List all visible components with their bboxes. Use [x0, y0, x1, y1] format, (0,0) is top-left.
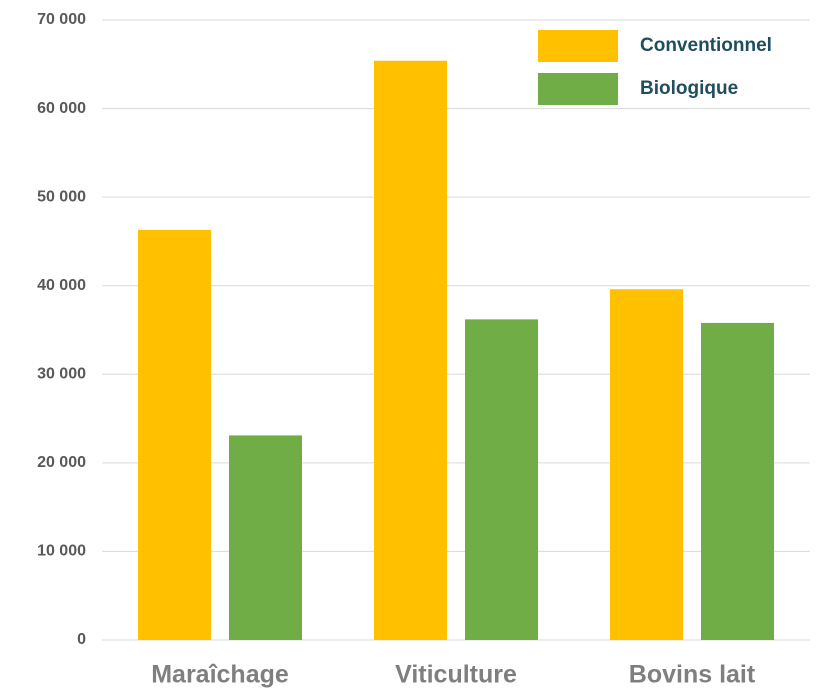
legend-swatch — [538, 73, 618, 105]
x-tick-label: Viticulture — [395, 661, 517, 689]
legend-label: Conventionnel — [640, 35, 772, 56]
y-tick-label: 40 000 — [37, 277, 86, 294]
x-tick-label: Bovins lait — [629, 661, 756, 689]
bar — [610, 289, 683, 640]
bar — [138, 229, 211, 640]
bar — [701, 322, 774, 640]
bar — [229, 435, 302, 640]
y-tick-label: 0 — [77, 631, 86, 648]
legend-label: Biologique — [640, 78, 738, 99]
bar — [465, 319, 538, 640]
y-tick-label: 30 000 — [37, 366, 86, 383]
legend-swatch — [538, 30, 618, 62]
bar — [374, 60, 447, 640]
y-tick-label: 20 000 — [37, 454, 86, 471]
y-tick-label: 50 000 — [37, 188, 86, 205]
y-tick-label: 70 000 — [37, 11, 86, 28]
y-tick-label: 60 000 — [37, 100, 86, 117]
x-tick-label: Maraîchage — [151, 661, 289, 689]
y-tick-label: 10 000 — [37, 543, 86, 560]
